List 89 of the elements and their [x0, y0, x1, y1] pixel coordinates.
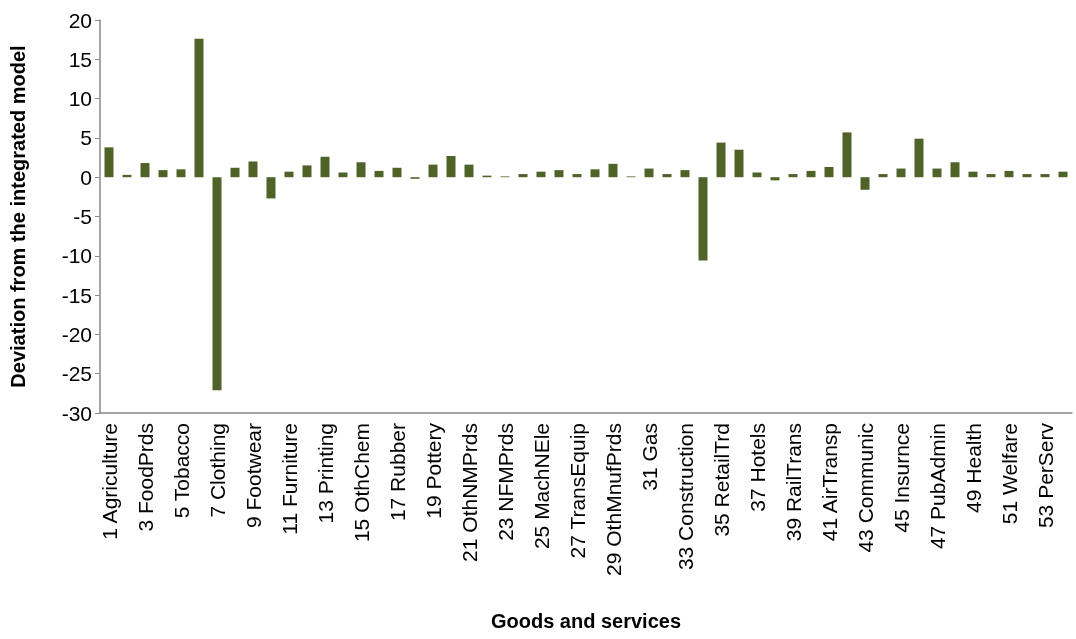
bar — [356, 162, 366, 178]
bar — [644, 168, 654, 178]
bar — [896, 168, 906, 178]
y-tick-label: 15 — [68, 47, 92, 71]
y-tick-label: -15 — [61, 283, 92, 307]
bar — [554, 170, 564, 178]
bar — [428, 164, 438, 178]
bar — [1058, 171, 1068, 178]
bar — [536, 171, 546, 178]
y-tick-label: -25 — [61, 362, 92, 386]
x-tick-label: 11 Furniture — [277, 423, 301, 535]
x-axis-title: Goods and services — [490, 610, 682, 632]
bar — [914, 138, 924, 178]
y-tick-label: 0 — [80, 165, 92, 189]
bar — [752, 172, 762, 178]
y-tick-label: -30 — [61, 401, 92, 425]
bar — [986, 174, 996, 178]
x-tick-label: 13 Printing — [313, 423, 337, 524]
bar — [230, 167, 240, 178]
bar — [266, 177, 276, 199]
bar — [770, 177, 780, 181]
y-tick-label: 20 — [68, 8, 92, 32]
bar — [1004, 170, 1014, 178]
y-tick-label: 5 — [80, 126, 92, 150]
x-tick-label: 37 Hotels — [745, 423, 769, 512]
x-tick-label: 5 Tobacco — [169, 423, 193, 519]
x-tick-label: 29 OthMnufPrds — [601, 423, 625, 576]
x-tick-label: 25 MachNEle — [529, 423, 553, 550]
x-tick-label: 51 Welfare — [997, 423, 1021, 525]
x-tick-label: 15 OthChem — [349, 423, 373, 543]
x-tick-label: 21 OthNMPrds — [457, 423, 481, 562]
x-tick-label: 9 Footwear — [241, 423, 265, 529]
x-tick-label: 31 Gas — [637, 423, 661, 491]
x-tick-label: 33 Construction — [673, 423, 697, 571]
x-tick-label: 35 RetailTrd — [709, 423, 733, 537]
bar — [662, 174, 672, 178]
bar — [860, 177, 870, 190]
bar — [284, 171, 294, 178]
bar — [248, 161, 258, 178]
y-tick-label: -5 — [73, 205, 92, 228]
x-tick-label: 45 Insurnce — [889, 423, 913, 533]
bar — [680, 170, 690, 178]
x-tick-label: 47 PubAdmin — [925, 423, 949, 550]
bar — [464, 164, 474, 178]
bar — [1022, 174, 1032, 178]
bar — [194, 38, 204, 178]
x-tick-label: 17 Rubber — [385, 423, 409, 522]
bar — [158, 170, 168, 178]
bar — [608, 163, 618, 178]
bar — [824, 166, 834, 178]
bar — [104, 147, 114, 178]
x-tick-label: 53 PerServ — [1033, 422, 1057, 529]
bar — [950, 162, 960, 178]
bar — [176, 169, 186, 178]
bar — [302, 165, 312, 178]
x-tick-label: 41 AirTransp — [817, 423, 841, 542]
y-tick-label: -20 — [61, 322, 92, 346]
bar — [788, 174, 798, 178]
x-tick-label: 43 Communic — [853, 423, 877, 553]
y-axis-title: Deviation from the integrated model — [7, 45, 29, 388]
bar — [932, 168, 942, 178]
bar — [734, 149, 744, 178]
bar — [374, 170, 384, 178]
bar — [446, 155, 456, 178]
bar — [392, 167, 402, 178]
x-tick-label: 39 RailTrans — [781, 423, 805, 542]
x-tick-label: 1 Agriculture — [97, 423, 121, 540]
bar — [572, 174, 582, 178]
bar — [140, 163, 150, 178]
bar — [518, 174, 528, 178]
bar — [842, 132, 852, 178]
bar — [806, 170, 816, 178]
bar — [320, 156, 330, 178]
x-tick-label: 23 NFMPrds — [493, 423, 517, 541]
x-tick-label: 3 FoodPrds — [133, 423, 157, 532]
x-tick-label: 7 Clothing — [205, 423, 229, 518]
x-tick-label: 49 Health — [961, 423, 985, 513]
x-tick-label: 27 TransEquip — [565, 423, 589, 559]
bar — [590, 169, 600, 178]
bar — [716, 142, 726, 178]
bar — [698, 177, 708, 261]
bar — [878, 174, 888, 178]
x-tick-label: 19 Pottery — [421, 422, 445, 519]
bar — [968, 171, 978, 178]
bar — [338, 172, 348, 178]
bar — [1040, 174, 1050, 178]
y-tick-label: -10 — [61, 244, 92, 268]
y-tick-label: 10 — [68, 87, 92, 111]
bar — [212, 177, 222, 391]
